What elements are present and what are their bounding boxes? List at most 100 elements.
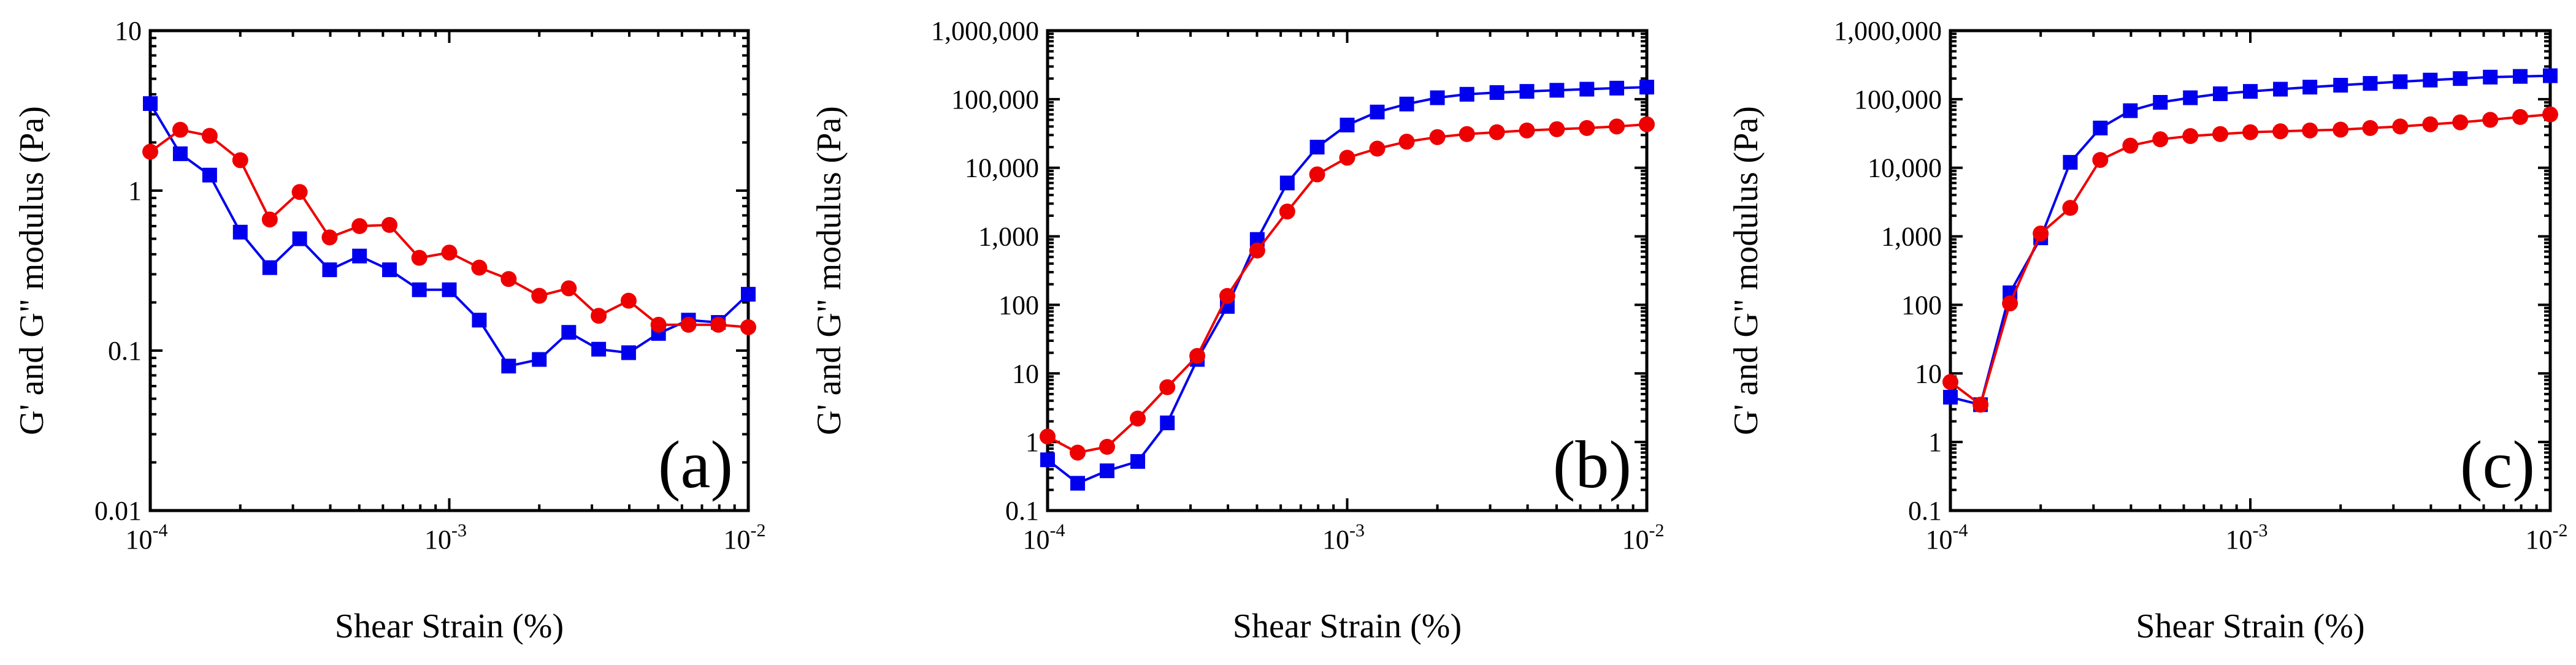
x-tick-label: 10-3 [2226, 520, 2268, 555]
series-1-point [1399, 96, 1414, 112]
series-2-point [2242, 124, 2258, 140]
series-2-point [1429, 129, 1446, 145]
series-2-point [1249, 242, 1265, 259]
series-2-point [2422, 116, 2439, 132]
series-1-point [621, 345, 636, 360]
series-2-line [1047, 123, 1647, 454]
series-2-point [2482, 112, 2499, 128]
series-1-point [2153, 94, 2168, 110]
series-2-line [1949, 113, 2551, 407]
series-1-point [1549, 83, 1565, 98]
x-tick-label: 10-2 [1622, 520, 1665, 555]
series-2-point [2033, 225, 2049, 241]
y-tick-label: 1 [1928, 427, 1942, 457]
series-1-point [1309, 140, 1325, 155]
y-axis-label: G' and G" modulus (Pa) [13, 106, 51, 435]
series-2-point [1609, 118, 1625, 135]
series-2-point [142, 143, 158, 160]
series-1-point [741, 287, 756, 302]
series-1-point [1370, 104, 1385, 120]
panel-b: 10-4 10-3 10-2 0.1 1 10 100 1,000 10,000 100,000 1… [810, 16, 1665, 645]
series-2-point [2362, 120, 2379, 136]
series-2-point [1579, 120, 1595, 136]
series-1-point [2243, 84, 2258, 99]
series-1-point [1489, 85, 1505, 101]
y-tick-label: 1,000 [1881, 222, 1942, 252]
y-tick-label: 100,000 [951, 85, 1039, 115]
series-2-point [2092, 151, 2109, 168]
series-1-point [532, 352, 547, 367]
y-tick-label: 10,000 [1868, 153, 1942, 183]
x-axis-label: Shear Strain (%) [335, 607, 564, 645]
series-2-point [1130, 410, 1146, 427]
series-1-point [2183, 90, 2198, 105]
series-2-point [2302, 122, 2318, 139]
series-1-point [352, 248, 367, 264]
y-tick-label: 10 [1012, 359, 1039, 389]
series-1-point [1130, 454, 1146, 469]
series-1-point [1943, 390, 1958, 405]
series-2-point [1639, 116, 1655, 132]
series-2-point [1189, 348, 1206, 364]
x-tick-label: 10-3 [424, 520, 467, 555]
series-1-point [1100, 463, 1115, 479]
series-1-point [2093, 120, 2108, 135]
series-1-point [1340, 117, 1355, 132]
series-2-point [1339, 150, 1355, 166]
y-tick-label: 10,000 [965, 153, 1039, 183]
series-2-point [591, 308, 607, 324]
y-tick-label: 1 [128, 176, 142, 206]
series-2-point [531, 287, 548, 304]
series-2-point [201, 127, 218, 144]
series-2-point [2333, 121, 2349, 138]
series-2-point [2152, 131, 2169, 148]
panel-label: (a) [658, 427, 733, 502]
series-2-point [1070, 444, 1086, 461]
series-1-point [501, 359, 516, 374]
series-2-point [2122, 137, 2139, 154]
series-2-point [1159, 379, 1176, 395]
y-tick-label: 1,000,000 [931, 16, 1039, 46]
series-2-point [471, 259, 488, 276]
series-1-point [472, 313, 487, 328]
y-tick-label: 100 [999, 290, 1039, 320]
series-1-point [172, 146, 188, 161]
x-tick-label: 10-4 [1023, 520, 1065, 555]
series-1-point [262, 260, 277, 275]
series-2-point [1942, 374, 1958, 390]
y-tick-label: 0.1 [1908, 496, 1942, 526]
series-2-point [441, 245, 458, 261]
series-1-point [1579, 82, 1595, 97]
series-1-point [591, 341, 607, 357]
series-2-point [1040, 428, 1056, 445]
series-2-point [1219, 287, 1236, 304]
series-1-point [2363, 76, 2378, 91]
series-1-point [2302, 80, 2318, 95]
series-2-point [2062, 200, 2079, 216]
panel-label: (c) [2460, 427, 2535, 502]
series-1-point [2453, 71, 2468, 86]
y-tick-label: 0.1 [108, 336, 142, 366]
x-tick-label: 10-4 [1926, 520, 1968, 555]
y-tick-label: 10 [115, 16, 142, 46]
y-tick-label: 1,000 [978, 222, 1039, 252]
panel-a: 10-4 10-3 10-2 0.01 0.1 1 10 Shear Strain (%) G'… [13, 16, 766, 645]
series-2-point [1099, 439, 1116, 455]
series-1-point [382, 262, 397, 278]
series-1-point [442, 282, 457, 297]
series-1-point [143, 96, 158, 111]
series-2-point [561, 280, 577, 297]
series-2-point [1459, 126, 1475, 142]
series-1-point [1040, 452, 1055, 468]
series-1-point [2483, 69, 2498, 85]
series-1-point [292, 231, 307, 246]
y-tick-label: 0.1 [1005, 496, 1039, 526]
panel-label: (b) [1553, 427, 1631, 502]
panel-c: 10-4 10-3 10-2 0.1 1 10 100 1,000 10,000 100,000 1… [1727, 16, 2568, 645]
series-1-point [412, 282, 427, 297]
y-tick-label: 100 [1901, 290, 1942, 320]
series-2-point [740, 319, 756, 335]
series-2-point [381, 217, 398, 234]
y-tick-label: 1,000,000 [1834, 16, 1942, 46]
